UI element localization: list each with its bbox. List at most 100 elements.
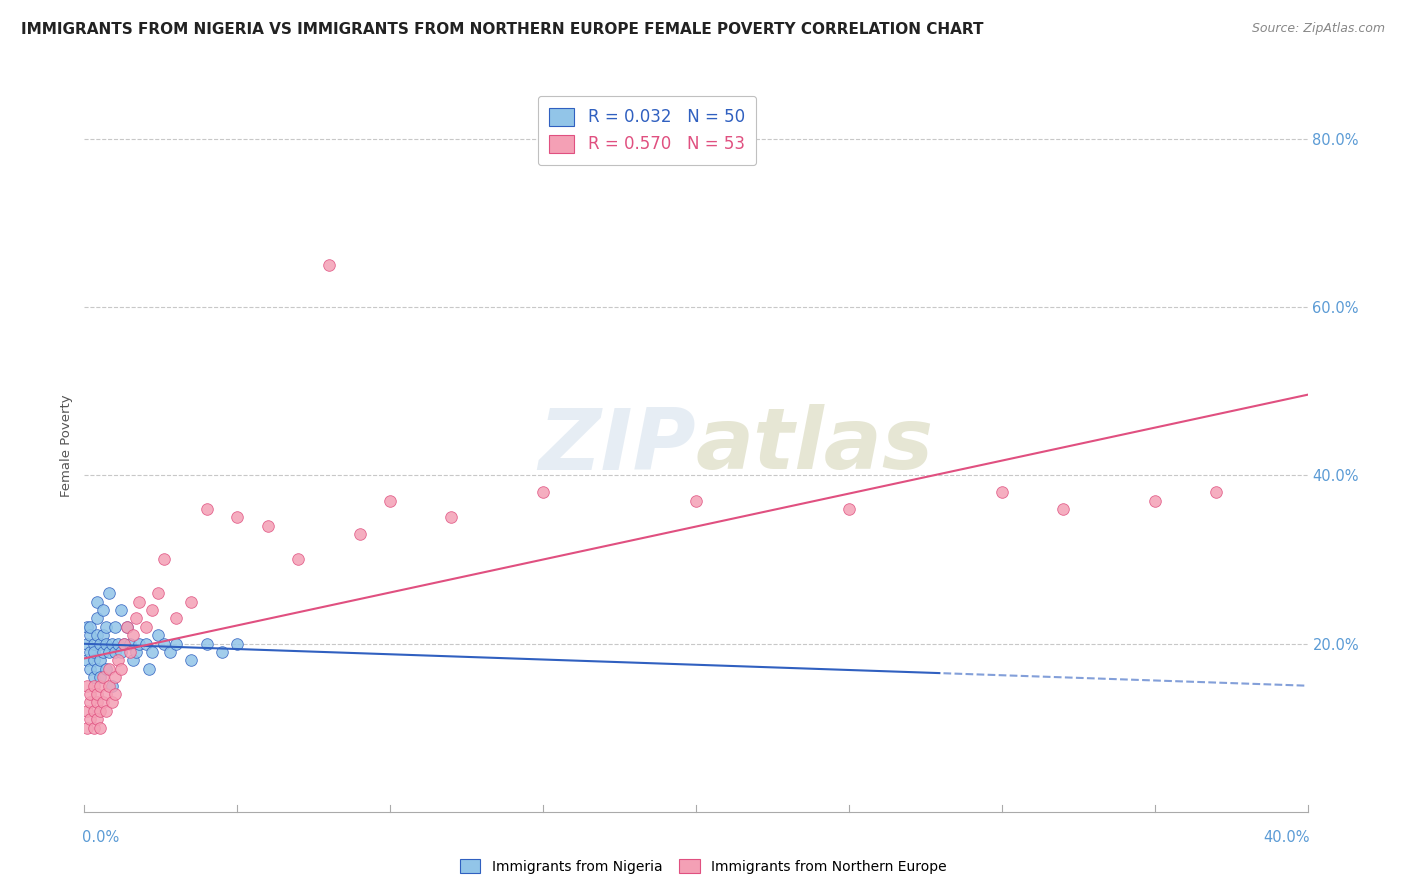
Point xyxy=(79,620,101,634)
Point xyxy=(86,628,108,642)
Point xyxy=(159,645,181,659)
Point xyxy=(138,662,160,676)
Point xyxy=(122,653,145,667)
Point xyxy=(104,645,127,659)
Point xyxy=(86,687,108,701)
Point xyxy=(91,645,114,659)
Point xyxy=(94,636,117,650)
Point xyxy=(838,502,860,516)
Point xyxy=(135,636,157,650)
Point xyxy=(89,636,111,650)
Point xyxy=(122,628,145,642)
Point xyxy=(440,510,463,524)
Text: atlas: atlas xyxy=(696,404,934,488)
Point xyxy=(110,645,132,659)
Point xyxy=(101,695,124,709)
Point xyxy=(86,611,108,625)
Point xyxy=(195,636,218,650)
Point xyxy=(79,628,101,642)
Point xyxy=(226,636,249,650)
Legend: Immigrants from Nigeria, Immigrants from Northern Europe: Immigrants from Nigeria, Immigrants from… xyxy=(453,852,953,880)
Point xyxy=(107,636,129,650)
Point xyxy=(120,636,142,650)
Point xyxy=(89,670,111,684)
Text: 0.0%: 0.0% xyxy=(82,830,120,845)
Point xyxy=(79,645,101,659)
Point xyxy=(195,502,218,516)
Point xyxy=(115,620,138,634)
Point xyxy=(83,679,105,693)
Point xyxy=(97,662,120,676)
Point xyxy=(120,645,142,659)
Point xyxy=(112,636,135,650)
Point xyxy=(211,645,233,659)
Point xyxy=(146,628,169,642)
Point xyxy=(1052,502,1074,516)
Point xyxy=(257,519,280,533)
Point xyxy=(83,670,105,684)
Point xyxy=(110,603,132,617)
Point xyxy=(91,603,114,617)
Point xyxy=(135,620,157,634)
Point xyxy=(79,662,101,676)
Point xyxy=(94,620,117,634)
Point xyxy=(141,645,163,659)
Point xyxy=(89,721,111,735)
Point xyxy=(79,712,101,726)
Point xyxy=(83,653,105,667)
Point xyxy=(86,712,108,726)
Point xyxy=(76,653,98,667)
Point xyxy=(97,645,120,659)
Point xyxy=(141,603,163,617)
Point xyxy=(83,721,105,735)
Point xyxy=(83,636,105,650)
Point xyxy=(380,493,402,508)
Point xyxy=(180,594,202,608)
Point xyxy=(101,679,124,693)
Point xyxy=(79,695,101,709)
Point xyxy=(125,645,148,659)
Text: Source: ZipAtlas.com: Source: ZipAtlas.com xyxy=(1251,22,1385,36)
Point xyxy=(97,679,120,693)
Point xyxy=(685,493,707,508)
Point xyxy=(76,636,98,650)
Point xyxy=(115,620,138,634)
Point xyxy=(112,636,135,650)
Point xyxy=(104,620,127,634)
Point xyxy=(91,695,114,709)
Point xyxy=(94,662,117,676)
Point xyxy=(180,653,202,667)
Text: ZIP: ZIP xyxy=(538,404,696,488)
Point xyxy=(104,687,127,701)
Text: 40.0%: 40.0% xyxy=(1264,830,1310,845)
Point xyxy=(153,636,176,650)
Point xyxy=(318,258,340,272)
Point xyxy=(128,594,150,608)
Point xyxy=(76,679,98,693)
Point xyxy=(104,670,127,684)
Point xyxy=(287,552,309,566)
Point xyxy=(94,704,117,718)
Point xyxy=(349,527,371,541)
Point xyxy=(165,636,187,650)
Point xyxy=(146,586,169,600)
Point xyxy=(101,636,124,650)
Point xyxy=(89,704,111,718)
Point xyxy=(1143,493,1166,508)
Point xyxy=(86,594,108,608)
Legend: R = 0.032   N = 50, R = 0.570   N = 53: R = 0.032 N = 50, R = 0.570 N = 53 xyxy=(537,96,756,165)
Point xyxy=(1205,485,1227,500)
Point xyxy=(110,662,132,676)
Point xyxy=(83,645,105,659)
Point xyxy=(226,510,249,524)
Point xyxy=(76,620,98,634)
Y-axis label: Female Poverty: Female Poverty xyxy=(59,394,73,498)
Point xyxy=(79,687,101,701)
Point xyxy=(86,662,108,676)
Point xyxy=(125,611,148,625)
Text: IMMIGRANTS FROM NIGERIA VS IMMIGRANTS FROM NORTHERN EUROPE FEMALE POVERTY CORREL: IMMIGRANTS FROM NIGERIA VS IMMIGRANTS FR… xyxy=(21,22,984,37)
Point xyxy=(991,485,1014,500)
Point xyxy=(153,552,176,566)
Point xyxy=(531,485,554,500)
Point xyxy=(91,628,114,642)
